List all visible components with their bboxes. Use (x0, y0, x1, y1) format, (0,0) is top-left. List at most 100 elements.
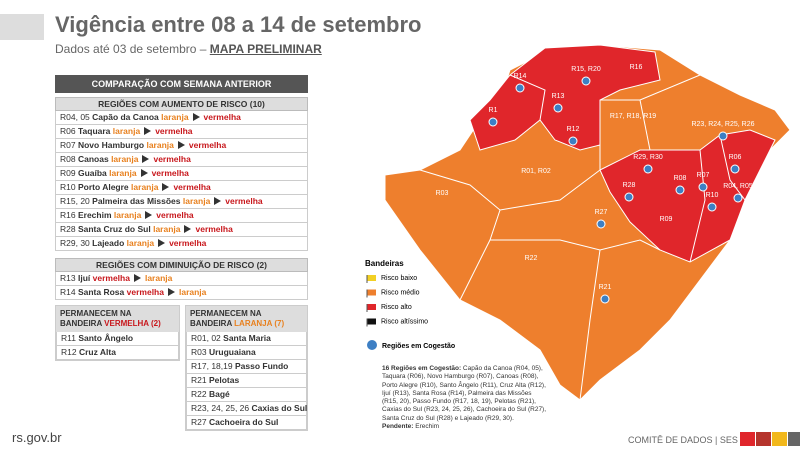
to-flag: vermelha (188, 140, 227, 150)
region-name: Lajeado (92, 238, 125, 248)
cogestao-pin (488, 117, 498, 127)
red-region-north (469, 44, 661, 151)
cogestao-pin (730, 164, 740, 174)
footer-site: rs.gov.br (12, 430, 62, 445)
from-flag: laranja (126, 238, 155, 248)
flag-icon (367, 318, 376, 325)
region-label: R1 (489, 107, 498, 114)
cogestao-label: Regiões em Cogestão (382, 343, 455, 350)
to-flag: laranja (144, 273, 173, 283)
subtitle-text: Dados até 03 de setembro – (55, 42, 207, 56)
arrow (184, 225, 192, 233)
region-borders (419, 74, 746, 401)
arrow (145, 211, 153, 219)
cogestao-pin (596, 219, 606, 229)
region-name: Santa Cruz do Sul (77, 224, 151, 234)
cogestao-pin (698, 182, 708, 192)
region-name: Palmeira das Missões (92, 196, 181, 206)
legend-title: Bandeiras (365, 259, 404, 268)
header-count: (2) (151, 319, 161, 328)
region-label: R12 (567, 126, 580, 133)
cogestao-pin (568, 136, 578, 146)
list-row: R03 Uruguaiana (186, 346, 307, 360)
arrow (177, 141, 185, 149)
cogestao-pin (718, 131, 728, 141)
region-code: R11 (61, 333, 76, 343)
map-labels: R14 R15, R20 R16 R1 R13 R12 R17, R18, R19 R23, … (436, 64, 755, 304)
from-flag: laranja (113, 210, 142, 220)
list-row: R27 Cachoeira do Sul (186, 416, 307, 430)
region-label: R06 (729, 154, 742, 161)
region-name: Capão da Canoa (92, 112, 159, 122)
list-row: R08 Canoas laranja vermelha (55, 153, 308, 167)
cogestao-pin (643, 164, 653, 174)
header-count: (7) (274, 319, 285, 328)
cogestao-note: 16 Regiões em Cogestão: Capão da Canoa (… (382, 365, 547, 431)
list-row: R06 Taquara laranja vermelha (55, 125, 308, 139)
from-flag: vermelha (92, 273, 130, 283)
region-name: Cruz Alta (78, 347, 116, 357)
region-code: R07 (60, 140, 76, 150)
footer-credit: COMITÊ DE DADOS | SES (628, 435, 738, 445)
header-flag: VERMELHA (104, 319, 149, 328)
list-row: R09 Guaíba laranja vermelha (55, 167, 308, 181)
list-row: R10 Porto Alegre laranja vermelha (55, 181, 308, 195)
from-flag: laranja (146, 140, 174, 150)
box-header: PERMANECEM NA BANDEIRA VERMELHA (2) (56, 306, 179, 332)
decrease-list: R13 Ijuí vermelha laranja R14 Santa Rosa v… (55, 272, 308, 300)
arrow (142, 155, 150, 163)
region-label: R28 (623, 182, 636, 189)
list-row: R13 Ijuí vermelha laranja (55, 272, 308, 286)
region-name: Bagé (208, 389, 230, 399)
region-code: R13 (60, 273, 76, 283)
to-flag: laranja (178, 287, 207, 297)
region-label: R29, R30 (633, 154, 663, 161)
list-row: R04, 05 Capão da Canoa laranja vermelha (55, 111, 308, 125)
region-code: R01, 02 (191, 333, 221, 343)
legend-label: Risco altíssimo (381, 319, 428, 326)
title: Vigência entre 08 a 14 de setembro (55, 12, 422, 37)
region-name: Taquara (77, 126, 111, 136)
arrow (140, 169, 148, 177)
region-name: Pelotas (208, 375, 240, 385)
region-name: Erechim (77, 210, 112, 220)
region-code: R09 (60, 168, 76, 178)
flag-icon (367, 304, 376, 310)
region-label: R21 (599, 284, 612, 291)
region-code: R29, 30 (60, 238, 90, 248)
red-region-east (599, 129, 776, 263)
comparison-panel: COMPARAÇÃO COM SEMANA ANTERIOR REGIÕES C… (55, 75, 308, 300)
remain-red-box: PERMANECEM NA BANDEIRA VERMELHA (2) R11 … (55, 305, 180, 361)
remain-orange-box: PERMANECEM NA BANDEIRA LARANJA (7) R01, … (185, 305, 308, 431)
section-header: REGIÕES COM DIMINUIÇÃO DE RISCO (2) (55, 258, 308, 272)
legend-label: Risco alto (381, 304, 412, 311)
from-flag: laranja (131, 182, 159, 192)
cogestao-legend: Regiões em Cogestão (367, 340, 455, 350)
region-name: Canoas (77, 154, 109, 164)
to-flag: vermelha (173, 182, 211, 192)
flag-icon (367, 289, 376, 296)
remain-red-list: R11 Santo Ângelo R12 Cruz Alta (56, 332, 179, 360)
cogestao-pin (707, 202, 717, 212)
region-label: R03 (436, 190, 449, 197)
from-flag: vermelha (126, 287, 164, 297)
note-pending: Erechim (415, 423, 440, 431)
region-label: R01, R02 (521, 168, 551, 175)
arrow (214, 197, 222, 205)
cogestao-pin (581, 76, 591, 86)
region-name: Santa Rosa (77, 287, 125, 297)
note-title: 16 Regiões em Cogestão: (382, 365, 462, 372)
header-flag: LARANJA (234, 319, 273, 328)
list-row: R16 Erechim laranja vermelha (55, 209, 308, 223)
region-code: R22 (191, 389, 207, 399)
subtitle: Dados até 03 de setembro – MAPA PRELIMIN… (55, 42, 322, 56)
list-row: R29, 30 Lajeado laranja vermelha (55, 237, 308, 251)
header-text: PERMANECEM NA BANDEIRA (60, 309, 132, 328)
region-name: Uruguaiana (208, 347, 256, 357)
region-label: R16 (630, 64, 643, 71)
region-label: R07 (697, 172, 710, 179)
list-row: R14 Santa Rosa vermelha laranja (55, 286, 308, 300)
region-label: R09 (660, 216, 673, 223)
region-name: Novo Hamburgo (77, 140, 145, 150)
